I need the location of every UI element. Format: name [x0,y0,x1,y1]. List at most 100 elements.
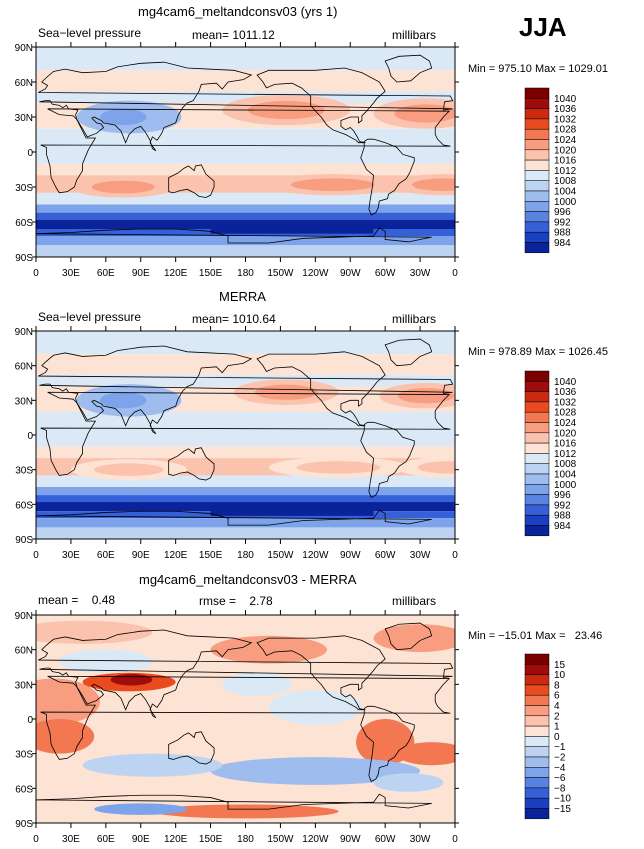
lon-tick-label: 150W [267,268,294,279]
difference-anomaly [396,742,455,766]
lon-tick-label: 150E [199,268,223,279]
colorbar-1: 1040103610321028102410201016101210081004… [524,87,577,254]
colorbar-2: 1040103610321028102410201016101210081004… [524,370,577,537]
panel3-title: mg4cam6_meltandconsv03 - MERRA [139,572,357,587]
difference-anomaly [36,719,95,754]
colorbar-label: 988 [554,228,571,239]
high-pressure-core [417,461,455,474]
lon-tick-label: 150E [199,834,223,845]
lon-tick-label: 180 [237,834,254,845]
difference-anomaly [152,804,339,819]
colorbar-swatch [524,401,550,413]
lat-tick-label: 60N [15,646,33,657]
coastline [256,351,386,427]
colorbar-swatch [524,746,550,758]
colorbar-label: 1024 [554,418,577,429]
panel2-units-label: millibars [392,312,437,326]
colorbar-label: 996 [554,207,571,218]
colorbar-swatch [524,211,550,223]
colorbar-swatch [524,463,550,475]
lon-tick-label: 30E [62,834,80,845]
slp-band [36,446,455,459]
colorbar-label: 992 [554,217,571,228]
colorbar-label: 1028 [554,408,577,419]
lon-tick-label: 30W [410,550,431,561]
lat-tick-label: 90N [15,327,33,338]
colorbar-label: 1000 [554,480,577,491]
colorbar-swatch [524,715,550,727]
lon-tick-label: 0 [33,834,39,845]
colorbar-swatch [524,170,550,181]
slp-band [36,495,455,503]
coastline [384,54,433,83]
coastline [384,622,433,651]
colorbar-swatch [524,664,550,675]
colorbar-label: 1004 [554,187,577,198]
panel3-minmax: Min = −15.01 Max = 23.46 [468,630,603,642]
lat-tick-label: 90S [15,535,33,546]
pressure-field-1 [36,47,455,257]
coastline [168,447,215,481]
colorbar-label: −6 [554,773,566,784]
colorbar-label: 984 [554,521,571,532]
colorbar-label: 1008 [554,176,577,187]
colorbar-swatch [524,87,550,99]
colorbar-label: 1020 [554,428,577,439]
slp-band [36,70,455,92]
colorbar-label: −15 [554,804,571,815]
colorbar-label: 992 [554,500,571,511]
lat-tick-label: 30N [15,680,33,691]
lat-tick-label: 60S [15,218,33,229]
colorbar-swatch [524,684,550,696]
lon-tick-label: 60E [97,268,115,279]
slp-band [36,236,455,246]
difference-anomaly [210,757,421,785]
lon-tick-label: 0 [452,268,458,279]
lon-tick-label: 90E [132,550,150,561]
colorbar-swatch [524,736,550,747]
colorbar-label: 8 [554,680,560,691]
colorbar-label: 1040 [554,94,577,105]
panel1-left-label: Sea−level pressure [38,26,142,40]
colorbar-label: 1016 [554,156,577,167]
colorbar-swatch [524,525,550,537]
coastline [360,421,415,498]
panel2-title: MERRA [219,289,266,304]
panel3-units-label: millibars [392,594,437,608]
colorbar-label: −8 [554,783,566,794]
slp-band [36,128,455,141]
high-pressure-core [290,178,375,191]
colorbar-label: −2 [554,753,566,764]
colorbar-swatch [524,674,550,686]
difference-anomaly [110,673,153,686]
panel2-mean-label: mean= 1010.64 [192,312,276,326]
colorbar-swatch [524,514,550,526]
season-label: JJA [519,12,567,42]
coastline [168,731,215,765]
colorbar-label: 4 [554,701,560,712]
lon-tick-label: 30W [410,834,431,845]
colorbar-swatch [524,756,550,768]
colorbar-swatch [524,484,550,495]
coastline [36,509,432,539]
difference-anomaly [36,678,100,725]
colorbar-label: 1028 [554,125,577,136]
colorbar-swatch [524,149,550,161]
slp-band [36,411,455,424]
lon-tick-label: 120E [164,268,188,279]
coastline [360,705,415,782]
colorbar-swatch [524,694,550,706]
colorbar-swatch [524,391,550,403]
lon-tick-label: 0 [452,550,458,561]
lat-tick-label: 0 [27,431,33,442]
colorbar-swatch [524,381,550,392]
colorbar-label: 1032 [554,397,577,408]
colorbar-swatch [524,453,550,464]
lon-tick-label: 120E [164,834,188,845]
colorbar-swatch [524,180,550,192]
colorbar-label: 1000 [554,197,577,208]
colorbar-label: 1004 [554,470,577,481]
high-pressure-core [94,463,165,476]
colorbar-label: −4 [554,763,566,774]
